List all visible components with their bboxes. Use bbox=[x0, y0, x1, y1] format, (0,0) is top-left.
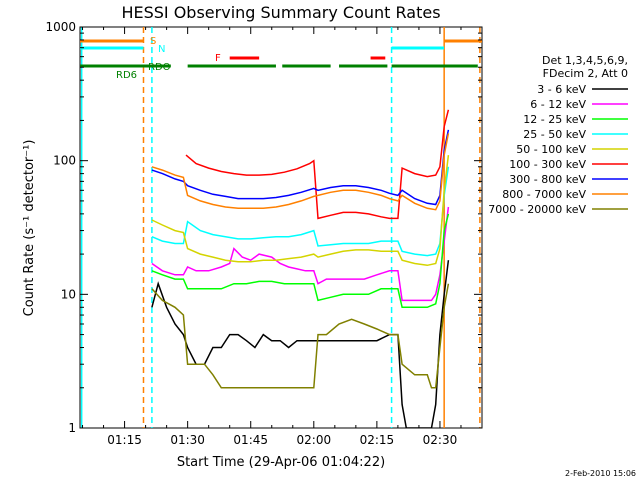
series-12-25-kev bbox=[151, 213, 450, 309]
x-tick-label: 01:45 bbox=[233, 433, 268, 447]
legend-title-line: FDecim 2, Att 0 bbox=[543, 67, 628, 80]
series-800-7000-kev bbox=[151, 133, 450, 211]
x-axis: 01:15 01:30 01:45 02:00 02:15 02:30 bbox=[82, 27, 483, 447]
x-tick-label: 02:30 bbox=[423, 433, 458, 447]
y-tick-label: 100 bbox=[53, 154, 76, 168]
series-100-300-kev bbox=[185, 109, 450, 220]
series-50-100-kev bbox=[151, 155, 450, 267]
legend-label-7000-20000-kev: 7000 - 20000 keV bbox=[488, 203, 586, 216]
y-tick-label: 10 bbox=[61, 287, 76, 301]
flag-rdo-label: RDO bbox=[148, 62, 171, 73]
legend-label-100-300-kev: 100 - 300 keV bbox=[509, 158, 586, 171]
x-tick-label: 01:15 bbox=[107, 433, 142, 447]
legend-label-6-12-kev: 6 - 12 keV bbox=[530, 98, 586, 111]
observing-flags: SN F RDO RD6 bbox=[80, 36, 482, 81]
series-lines bbox=[151, 109, 450, 428]
x-tick-label: 01:30 bbox=[170, 433, 205, 447]
series-25-50-kev bbox=[151, 166, 450, 257]
flag-s-label: S bbox=[150, 36, 156, 47]
flag-rd6-label: RD6 bbox=[116, 70, 137, 81]
series-7000-20000-kev bbox=[151, 283, 450, 389]
chart-title: HESSI Observing Summary Count Rates bbox=[121, 3, 440, 22]
legend-label-800-7000-kev: 800 - 7000 keV bbox=[502, 188, 586, 201]
series-6-12-kev bbox=[151, 206, 450, 302]
x-axis-label: Start Time (29-Apr-06 01:04:22) bbox=[177, 455, 385, 470]
legend-label-25-50-kev: 25 - 50 keV bbox=[523, 128, 586, 141]
y-axis: 1 10 100 1000 bbox=[45, 20, 482, 435]
vertical-markers bbox=[80, 27, 481, 428]
legend-label-3-6-kev: 3 - 6 keV bbox=[537, 83, 586, 96]
flag-f-label: F bbox=[215, 53, 221, 64]
y-axis-label: Count Rate (s⁻¹ detector⁻¹) bbox=[22, 140, 37, 317]
x-tick-label: 02:00 bbox=[297, 433, 332, 447]
series-300-800-kev bbox=[151, 129, 450, 206]
x-tick-label: 02:15 bbox=[360, 433, 395, 447]
y-tick-label: 1000 bbox=[45, 20, 76, 34]
legend: Det 1,3,4,5,6,9,FDecim 2, Att 0 3 - 6 keV… bbox=[488, 54, 628, 216]
plot-frame bbox=[79, 26, 483, 429]
flag-n-label: N bbox=[158, 44, 165, 55]
legend-label-12-25-kev: 12 - 25 keV bbox=[523, 113, 586, 126]
legend-title-line: Det 1,3,4,5,6,9, bbox=[542, 54, 628, 67]
series-3-6-kev bbox=[151, 260, 450, 428]
timestamp: 2-Feb-2010 15:06 bbox=[565, 469, 636, 478]
legend-label-50-100-kev: 50 - 100 keV bbox=[516, 143, 586, 156]
legend-label-300-800-kev: 300 - 800 keV bbox=[509, 173, 586, 186]
y-tick-label: 1 bbox=[68, 421, 76, 435]
